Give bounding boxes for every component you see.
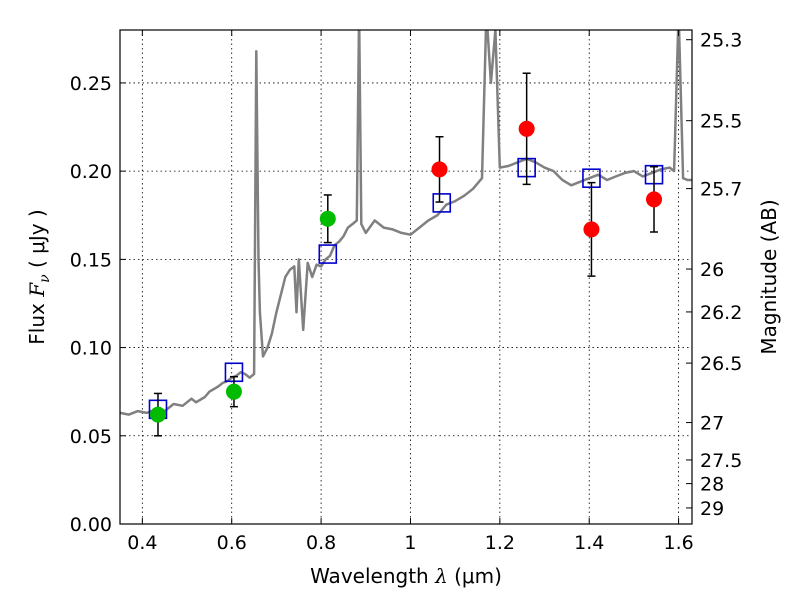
observed-point: [431, 161, 448, 178]
x-axis-label-symbol: λ: [434, 564, 448, 588]
observed-point: [646, 191, 663, 208]
y-axis-label-subscript: ν: [37, 274, 53, 283]
y-tick-label: 0.20: [70, 161, 112, 183]
y-tick-label: 0.25: [70, 73, 112, 95]
y-axis-label-symbol: F: [25, 282, 49, 298]
x-tick-label: 0.8: [306, 532, 336, 554]
x-tick-label: 0.6: [217, 532, 247, 554]
right-tick-label: 26: [700, 259, 724, 281]
x-tick-label: 0.4: [127, 532, 157, 554]
x-tick-label: 1.6: [663, 532, 693, 554]
right-tick-label: 26.2: [700, 302, 742, 324]
observed-point: [319, 210, 336, 227]
x-tick-label: 1.4: [574, 532, 604, 554]
model-point: [318, 244, 338, 264]
spectrum-line: [120, 30, 692, 416]
data-layer: [120, 30, 692, 437]
y-tick-label: 0.10: [70, 338, 112, 360]
observed-point: [518, 120, 535, 137]
x-axis-label-text: Wavelength: [310, 564, 435, 588]
right-tick-label: 27: [700, 413, 724, 435]
y-axis-label: Flux Fν ( μJy ): [25, 209, 53, 344]
right-tick-label: 25.3: [700, 30, 742, 52]
y-axis-label-unit: ( μJy ): [25, 209, 49, 274]
x-axis-label-unit: (μm): [448, 564, 502, 588]
right-tick-label: 29: [700, 498, 724, 520]
observed-point: [583, 221, 600, 238]
right-tick-label: 25.7: [700, 179, 742, 201]
plot-frame: [119, 29, 693, 525]
right-tick-label: 28: [700, 474, 724, 496]
x-tick-label: 1.2: [485, 532, 515, 554]
x-tick-label: 1: [404, 532, 416, 554]
y-tick-label: 0.15: [70, 249, 112, 271]
y-axis-label-text: Flux: [25, 297, 49, 345]
x-axis-label: Wavelength λ (μm): [310, 564, 502, 588]
observed-point: [225, 383, 242, 400]
observed-point: [149, 406, 166, 423]
right-tick-label: 27.5: [700, 450, 742, 472]
right-tick-label: 25.5: [700, 111, 742, 133]
model-point: [432, 193, 452, 213]
right-axis-label: Magnitude (AB): [757, 199, 781, 354]
right-tick-label: 26.5: [700, 353, 742, 375]
grid: [120, 30, 692, 524]
y-tick-label: 0.00: [70, 514, 112, 536]
ticks: 0.4 0.6 0.8 1 1.2 1.4 1.6 0.00 0.05 0.10 0.15 0.20 0…: [70, 30, 743, 554]
y-tick-label: 0.05: [70, 426, 112, 448]
